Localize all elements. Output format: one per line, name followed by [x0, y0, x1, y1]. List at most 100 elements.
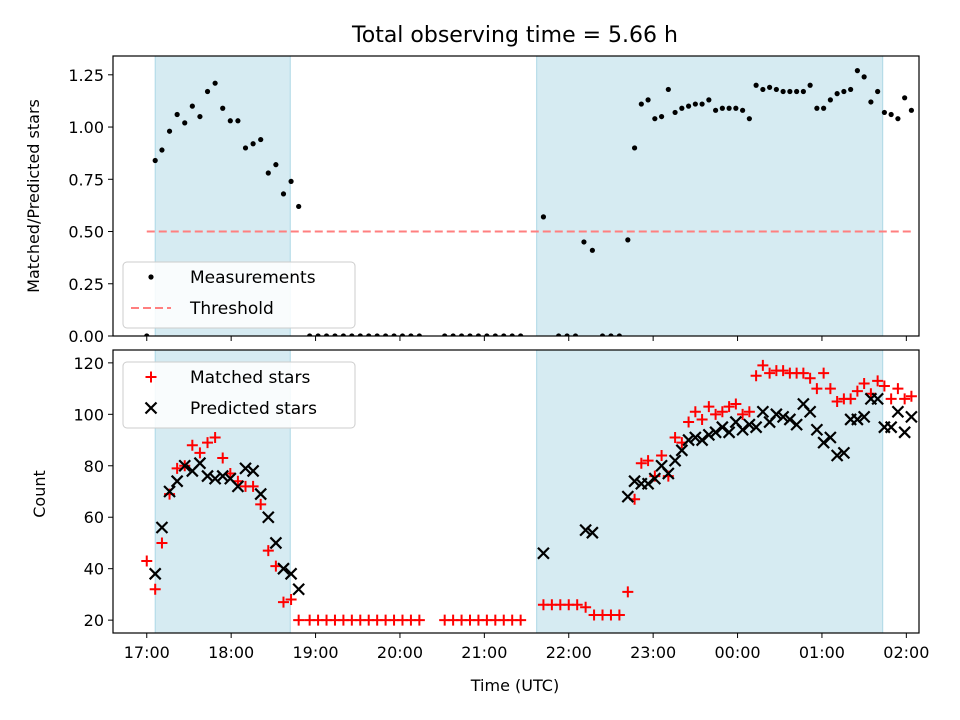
y-tick-label: 80 [84, 457, 104, 476]
measurement-point [821, 105, 827, 111]
measurement-point [391, 333, 397, 336]
measurement-point [652, 116, 658, 122]
plot-area [141, 359, 918, 626]
matched-star-point [750, 370, 762, 382]
y-tick-label: 0.25 [68, 275, 104, 294]
predicted-star-point [621, 490, 635, 503]
matched-star-point [723, 401, 735, 413]
measurement-point [616, 333, 622, 336]
matched-star-point [571, 599, 583, 611]
observing-window [536, 349, 884, 634]
bottom-y-axis-title: Count [30, 470, 49, 518]
y-tick-label: 120 [73, 354, 104, 373]
predicted-star-point [682, 433, 695, 447]
measurement-point [408, 333, 414, 336]
measurement-point [645, 97, 651, 103]
measurement-point [807, 82, 813, 88]
measurement-point [753, 82, 759, 88]
measurement-point [631, 145, 638, 151]
measurement-point [902, 95, 908, 101]
axes-frame [112, 55, 920, 337]
measurement-point [416, 333, 422, 336]
measurement-point [315, 333, 321, 336]
x-tick-label: 21:00 [461, 643, 507, 662]
matched-star-point [845, 393, 857, 405]
predicted-star-point [246, 464, 260, 478]
measurement-point [166, 128, 173, 134]
predicted-star-point [284, 567, 298, 581]
measurement-point [780, 88, 786, 95]
predicted-star-point [884, 420, 898, 434]
matched-star-point [413, 614, 425, 626]
predicted-star-point [292, 582, 305, 596]
measurement-point [740, 107, 746, 113]
measurement-point [848, 86, 854, 93]
x-axis-title: Time (UTC) [470, 676, 559, 695]
measurement-point [340, 333, 347, 336]
matched-star-point [818, 367, 830, 379]
legend-label: Predicted stars [190, 399, 317, 419]
measurement-point [442, 333, 448, 336]
matched-star-point [696, 413, 708, 425]
measurement-point [888, 111, 894, 118]
measurement-point [280, 191, 287, 197]
matched-star-point [743, 406, 755, 418]
predicted-star-point [898, 426, 911, 439]
y-tick-label: 0.00 [68, 327, 104, 346]
measurement-point [599, 333, 606, 336]
y-tick-label: 0.75 [68, 170, 104, 189]
measurement-point [296, 203, 302, 210]
matched-star-point [777, 365, 789, 377]
predicted-star-point [783, 413, 797, 426]
measurement-point [484, 333, 490, 336]
predicted-star-point [905, 410, 918, 424]
measurement-point [875, 88, 881, 95]
measurement-point [220, 105, 226, 111]
predicted-star-point [155, 521, 169, 534]
measurement-point [250, 141, 256, 147]
measurement-point [625, 237, 631, 243]
predicted-star-point [851, 413, 864, 426]
measurement-point [834, 91, 840, 97]
predicted-star-point [716, 420, 729, 434]
predicted-star-point [824, 431, 837, 444]
matched-star-point [580, 601, 592, 613]
predicted-star-point [269, 536, 283, 550]
legend-frame [122, 361, 356, 429]
legend: Measurements Threshold [122, 261, 356, 329]
predicted-star-point [586, 526, 599, 539]
matched-star-point [209, 431, 221, 443]
predicted-star-point [662, 467, 675, 480]
predicted-star-point [675, 444, 689, 457]
predicted-star-point [208, 472, 222, 485]
measurement-point [608, 333, 614, 336]
matched-star-point [613, 609, 625, 621]
measurement-point [572, 333, 579, 336]
predicted-star-point [770, 408, 783, 421]
matched-star-point [872, 375, 884, 387]
matched-star-point [710, 408, 722, 420]
matched-star-point [764, 367, 776, 379]
x-tick-label: 02:00 [883, 643, 929, 662]
measurement-point [509, 333, 515, 336]
predicted-star-point [628, 474, 641, 488]
measurement-point [235, 118, 241, 124]
measurement-point [323, 333, 330, 336]
predicted-star-point [193, 456, 207, 470]
matched-star-point [277, 596, 289, 608]
measurement-point [258, 136, 264, 143]
measurement-point [665, 86, 671, 93]
x-tick-label: 17:00 [124, 643, 170, 662]
matched-star-point [797, 367, 809, 379]
measurement-point [564, 333, 570, 336]
matched-star-point [293, 614, 305, 626]
measurement-point [399, 333, 406, 336]
matched-star-point [689, 406, 701, 418]
measurement-point [733, 105, 739, 111]
measurement-point [638, 101, 644, 107]
axes-frame [112, 349, 920, 634]
measurement-point [265, 170, 271, 176]
measurement-point [374, 333, 380, 336]
measurement-point [189, 103, 195, 109]
measurement-point [307, 333, 313, 336]
